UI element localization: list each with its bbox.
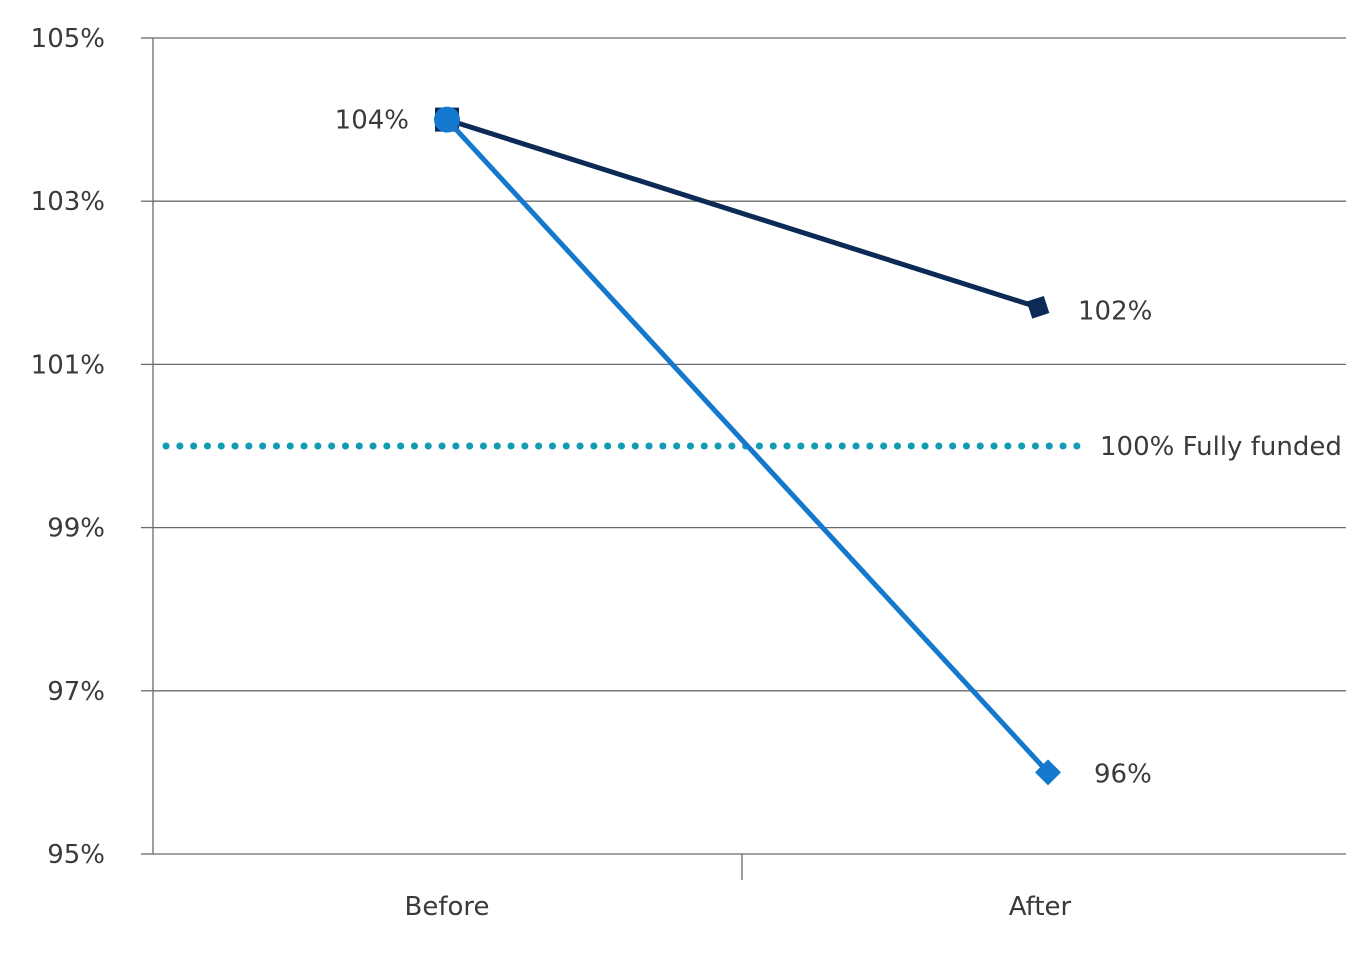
y-tick-label: 95% bbox=[47, 840, 105, 870]
axes: 95% 97% 99% 101% 103% 105% Before After bbox=[31, 24, 1072, 922]
data-label: 104% bbox=[335, 106, 409, 136]
grid-lines bbox=[153, 37, 1346, 855]
reference-line-group: 100% Fully funded bbox=[162, 432, 1342, 462]
y-tick-label: 101% bbox=[31, 350, 105, 380]
data-labels: 104% 102% 96% bbox=[335, 106, 1153, 790]
y-tick-label: 97% bbox=[47, 677, 105, 707]
y-tick-label: 99% bbox=[47, 514, 105, 544]
reference-line-label: 100% Fully funded bbox=[1100, 432, 1342, 462]
series-line-0 bbox=[446, 117, 1039, 310]
data-label: 96% bbox=[1094, 759, 1152, 789]
series-line-1 bbox=[445, 117, 1050, 775]
series-group bbox=[434, 106, 1061, 786]
x-tick-label: Before bbox=[404, 892, 489, 922]
diamond-marker bbox=[1035, 759, 1061, 786]
y-tick-label: 105% bbox=[31, 24, 105, 54]
square-marker bbox=[1026, 295, 1050, 319]
y-tick-label: 103% bbox=[31, 187, 105, 217]
data-label: 102% bbox=[1078, 296, 1152, 326]
x-tick-label: After bbox=[1009, 892, 1072, 922]
circle-marker bbox=[434, 106, 460, 133]
